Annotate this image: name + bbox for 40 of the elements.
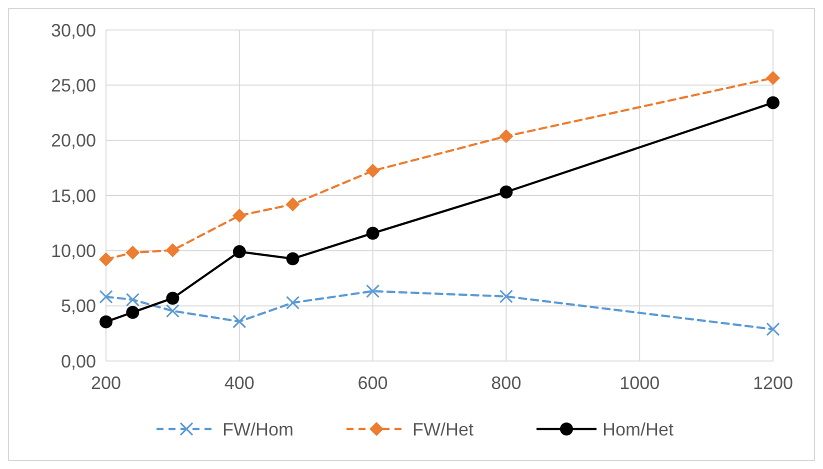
x-tick-label: 1000	[620, 373, 660, 393]
point	[232, 314, 246, 328]
point	[232, 245, 246, 258]
x-tick-label: 200	[90, 373, 122, 393]
point	[100, 315, 112, 328]
point	[366, 164, 380, 178]
point	[126, 246, 140, 260]
point	[766, 96, 780, 110]
legend-label: FW/Hom	[222, 419, 294, 440]
y-tick-label: 0,00	[60, 351, 96, 372]
point	[500, 185, 513, 198]
x-tick-label: 1200	[752, 373, 794, 393]
point	[766, 70, 780, 85]
y-tick-label: 25,00	[50, 75, 96, 96]
x-tick-label: 600	[358, 373, 388, 393]
y-tick-label: 5,00	[60, 296, 96, 316]
y-tick-label: 20,00	[50, 130, 96, 151]
legend-label: Hom/Het	[602, 419, 674, 440]
point	[499, 129, 514, 144]
point	[126, 306, 140, 319]
point	[499, 290, 513, 304]
point	[99, 252, 113, 266]
point	[166, 304, 180, 318]
point	[286, 296, 300, 310]
point	[126, 292, 140, 306]
y-tick-label: 30,00	[50, 20, 96, 40]
point	[166, 292, 180, 305]
x-tick-label: 400	[224, 373, 254, 393]
point	[99, 290, 113, 304]
y-tick-label: 10,00	[50, 240, 96, 261]
point	[286, 197, 300, 212]
point	[166, 243, 180, 258]
point	[286, 252, 300, 266]
point	[366, 226, 380, 240]
point	[232, 208, 246, 223]
point	[766, 322, 780, 336]
legend-label: FW/Het	[412, 419, 474, 440]
y-tick-label: 15,00	[50, 186, 96, 206]
point	[366, 284, 380, 298]
x-tick-label: 800	[491, 373, 522, 393]
